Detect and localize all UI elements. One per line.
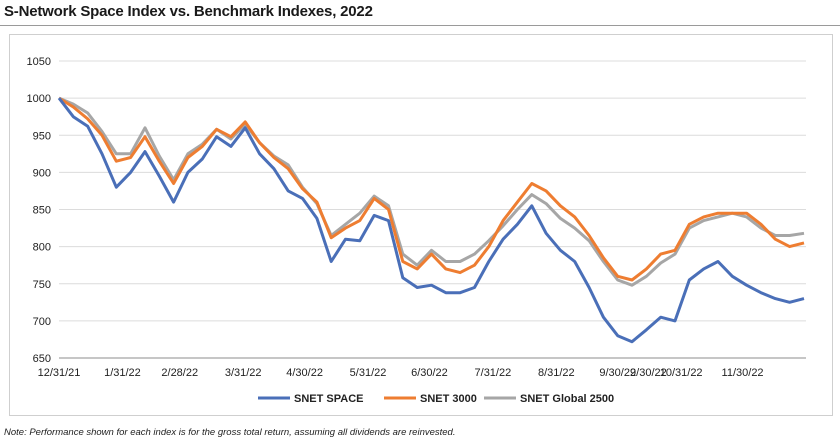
y-tick-label: 750 <box>33 279 51 291</box>
x-tick-label: 12/31/21 <box>38 367 81 379</box>
gridlines <box>59 60 806 322</box>
x-tick-label: 3/31/22 <box>225 367 262 379</box>
series-lines <box>57 96 805 344</box>
legend-label: SNET SPACE <box>294 393 363 405</box>
y-tick-label: 850 <box>33 205 51 217</box>
title-divider <box>0 25 840 26</box>
y-tick-label: 1050 <box>27 56 51 68</box>
y-tick-label: 1000 <box>27 93 51 105</box>
x-axis-ticks: 12/31/21 1/31/22 2/28/22 3/31/22 4/30/22 5/31… <box>38 367 764 379</box>
series-line-2 <box>58 96 805 287</box>
x-tick-label: 8/31/22 <box>538 367 575 379</box>
series-line-1 <box>58 96 805 282</box>
y-tick-label: 650 <box>33 353 51 365</box>
legend: SNET SPACE SNET 3000 SNET Global 2500 <box>258 393 614 405</box>
x-tick-label: 1/31/22 <box>104 367 141 379</box>
x-tick-label: 4/30/22 <box>286 367 323 379</box>
legend-label: SNET 3000 <box>420 393 477 405</box>
x-tick-label: 2/28/22 <box>161 367 198 379</box>
y-tick-label: 700 <box>33 316 51 328</box>
chart-title: S-Network Space Index vs. Benchmark Inde… <box>4 3 373 20</box>
legend-label: SNET Global 2500 <box>520 393 614 405</box>
chart-frame <box>9 34 833 416</box>
line-chart: 650 700 750 800 850 900 950 1000 1050 12/31/21 1/… <box>27 56 806 405</box>
x-tick-label: 7/31/22 <box>475 367 512 379</box>
x-tick-label: 9/30/22 <box>630 367 667 379</box>
series-line-0 <box>57 97 805 344</box>
footnote: Note: Performance shown for each index i… <box>4 427 456 438</box>
x-tick-label: 6/30/22 <box>411 367 448 379</box>
y-tick-label: 950 <box>33 130 51 142</box>
x-tick-label: 10/31/22 <box>660 367 703 379</box>
y-axis-ticks: 650 700 750 800 850 900 950 1000 1050 <box>27 56 51 365</box>
y-tick-label: 800 <box>33 242 51 254</box>
x-tick-label: 11/30/22 <box>722 367 764 379</box>
y-tick-label: 900 <box>33 167 51 179</box>
x-tick-label: 5/31/22 <box>350 367 387 379</box>
x-tick-label: 9/30/22 <box>599 367 636 379</box>
